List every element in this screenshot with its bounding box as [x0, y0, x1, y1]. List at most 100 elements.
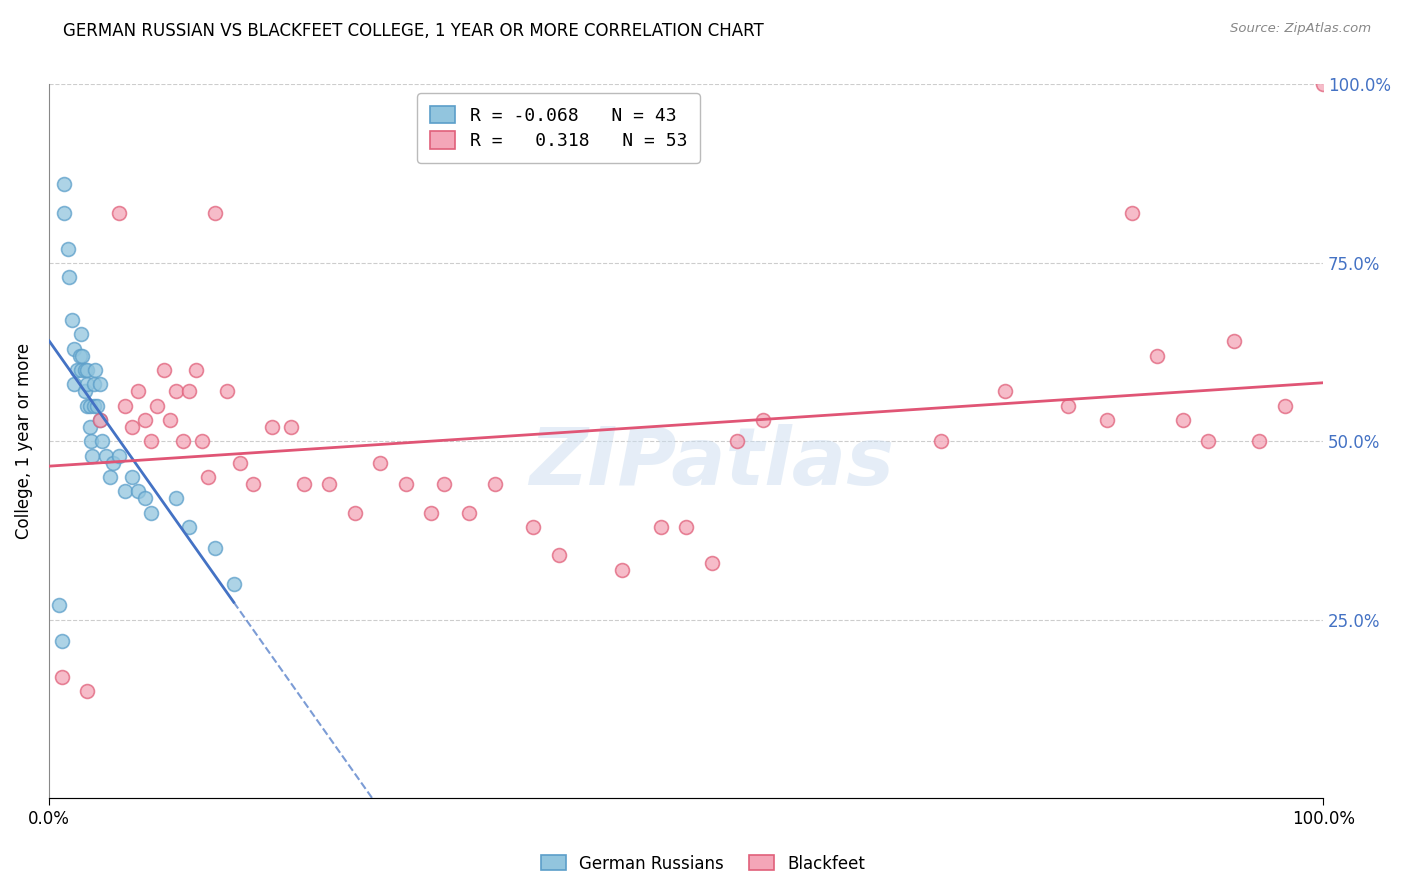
Point	[73, 363, 96, 377]
Point	[63, 342, 86, 356]
Point	[165, 491, 187, 506]
Point	[73, 384, 96, 399]
Point	[127, 384, 149, 399]
Point	[222, 577, 245, 591]
Point	[260, 420, 283, 434]
Point	[197, 470, 219, 484]
Point	[134, 491, 156, 506]
Point	[91, 434, 114, 449]
Text: Source: ZipAtlas.com: Source: ZipAtlas.com	[1230, 22, 1371, 36]
Point	[80, 434, 103, 449]
Point	[929, 434, 952, 449]
Point	[108, 449, 131, 463]
Text: GERMAN RUSSIAN VS BLACKFEET COLLEGE, 1 YEAR OR MORE CORRELATION CHART: GERMAN RUSSIAN VS BLACKFEET COLLEGE, 1 Y…	[63, 22, 763, 40]
Point	[89, 377, 111, 392]
Point	[127, 484, 149, 499]
Point	[172, 434, 194, 449]
Point	[114, 399, 136, 413]
Point	[76, 399, 98, 413]
Point	[751, 413, 773, 427]
Point	[204, 206, 226, 220]
Point	[191, 434, 214, 449]
Point	[114, 484, 136, 499]
Point	[152, 363, 174, 377]
Point	[994, 384, 1017, 399]
Point	[700, 556, 723, 570]
Point	[69, 363, 91, 377]
Legend: German Russians, Blackfeet: German Russians, Blackfeet	[534, 848, 872, 880]
Point	[86, 399, 108, 413]
Point	[1057, 399, 1080, 413]
Point	[522, 520, 544, 534]
Point	[76, 377, 98, 392]
Point	[165, 384, 187, 399]
Point	[395, 477, 418, 491]
Point	[229, 456, 252, 470]
Point	[108, 206, 131, 220]
Point	[82, 449, 104, 463]
Point	[53, 206, 76, 220]
Point	[146, 399, 169, 413]
Point	[725, 434, 748, 449]
Y-axis label: College, 1 year or more: College, 1 year or more	[15, 343, 32, 540]
Point	[612, 563, 634, 577]
Point	[1171, 413, 1194, 427]
Point	[1249, 434, 1271, 449]
Point	[101, 456, 124, 470]
Point	[1223, 334, 1246, 349]
Point	[121, 470, 143, 484]
Point	[179, 384, 201, 399]
Point	[70, 349, 93, 363]
Point	[433, 477, 456, 491]
Point	[650, 520, 672, 534]
Point	[368, 456, 391, 470]
Point	[1095, 413, 1118, 427]
Point	[1121, 206, 1143, 220]
Point	[1146, 349, 1168, 363]
Point	[76, 684, 98, 698]
Point	[53, 178, 76, 192]
Point	[420, 506, 443, 520]
Point	[76, 363, 98, 377]
Point	[184, 363, 207, 377]
Point	[134, 413, 156, 427]
Point	[318, 477, 340, 491]
Point	[98, 470, 121, 484]
Point	[96, 449, 118, 463]
Point	[89, 413, 111, 427]
Point	[484, 477, 506, 491]
Point	[83, 377, 105, 392]
Point	[51, 634, 73, 648]
Point	[204, 541, 226, 556]
Point	[280, 420, 302, 434]
Point	[83, 363, 105, 377]
Point	[242, 477, 264, 491]
Point	[1198, 434, 1220, 449]
Point	[159, 413, 181, 427]
Point	[83, 399, 105, 413]
Point	[63, 377, 86, 392]
Point	[66, 363, 89, 377]
Point	[217, 384, 239, 399]
Point	[675, 520, 697, 534]
Point	[1274, 399, 1296, 413]
Point	[458, 506, 481, 520]
Point	[547, 549, 569, 563]
Point	[139, 506, 162, 520]
Point	[60, 313, 83, 327]
Point	[51, 670, 73, 684]
Point	[56, 242, 79, 256]
Point	[79, 420, 101, 434]
Point	[69, 327, 91, 342]
Point	[179, 520, 201, 534]
Point	[292, 477, 315, 491]
Point	[121, 420, 143, 434]
Legend: R = -0.068   N = 43, R =   0.318   N = 53: R = -0.068 N = 43, R = 0.318 N = 53	[418, 94, 700, 162]
Point	[1312, 78, 1334, 92]
Point	[89, 413, 111, 427]
Point	[139, 434, 162, 449]
Point	[69, 349, 91, 363]
Point	[79, 399, 101, 413]
Text: ZIPatlas: ZIPatlas	[529, 424, 894, 501]
Point	[48, 599, 70, 613]
